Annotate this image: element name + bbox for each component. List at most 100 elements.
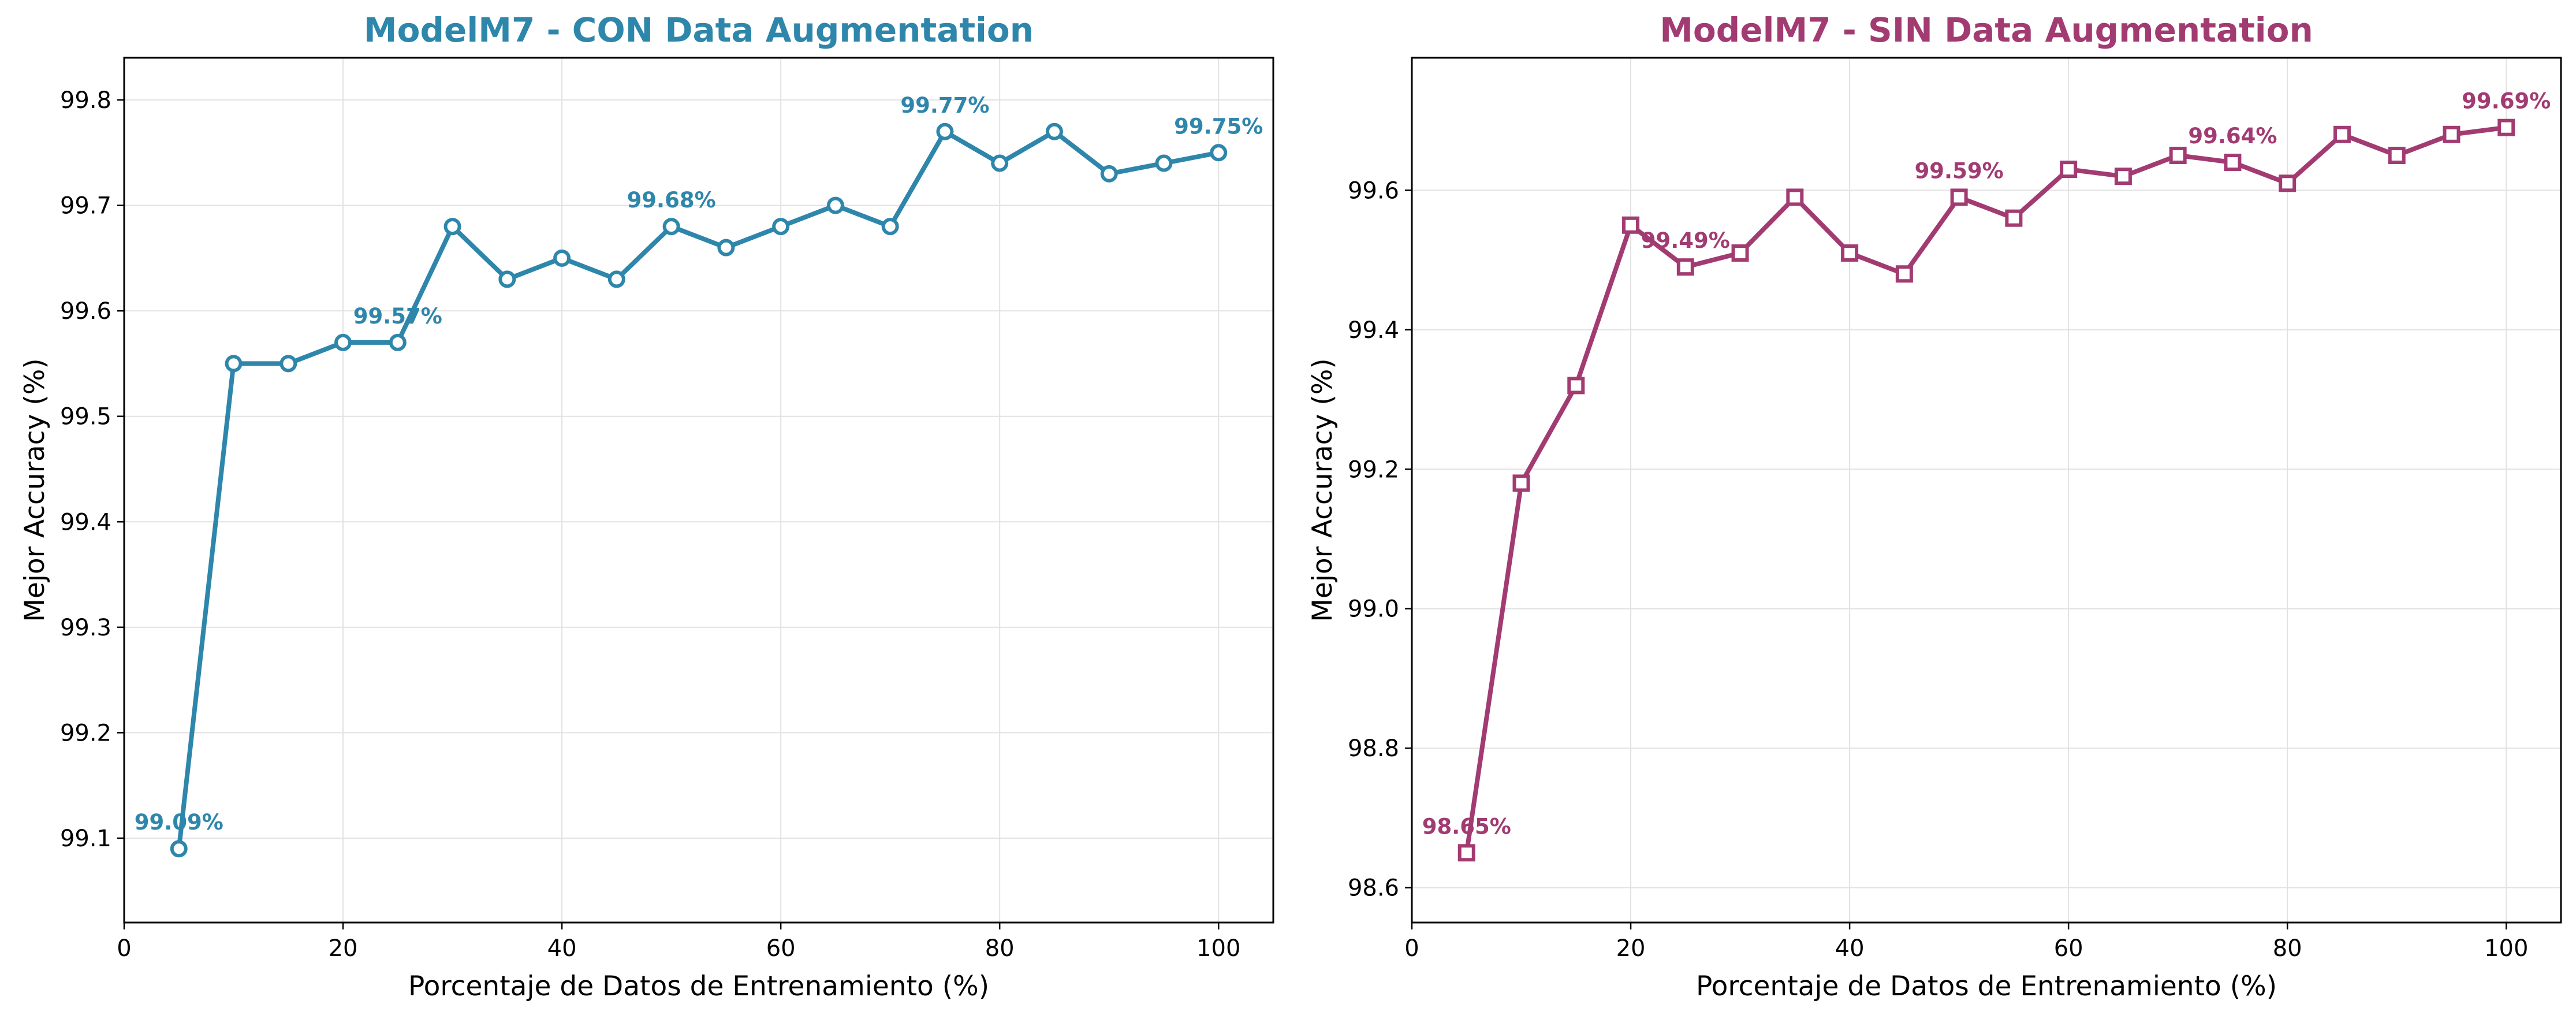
- annotations: 99.09% 99.57% 99.68% 99.77% 99.75%: [135, 93, 1263, 835]
- data-label: 99.69%: [2462, 89, 2551, 114]
- data-label: 99.59%: [1915, 158, 2004, 183]
- data-point: [2443, 125, 2461, 143]
- data-label: 99.75%: [1174, 114, 1263, 139]
- data-point: [2224, 154, 2242, 172]
- y-tick-label: 99.5: [60, 404, 111, 430]
- y-tick-label: 99.4: [60, 509, 111, 535]
- data-point: [279, 355, 297, 373]
- data-point: [2060, 161, 2078, 178]
- y-tick-label: 99.4: [1348, 317, 1399, 344]
- data-point: [1676, 258, 1694, 276]
- x-axis-label: Porcentaje de Datos de Entrenamiento (%): [408, 970, 989, 1002]
- x-tick-label: 40: [1835, 935, 1865, 962]
- plot-frame: [1411, 57, 2562, 924]
- data-point: [1045, 122, 1063, 140]
- y-tick-label: 99.2: [1348, 456, 1399, 483]
- data-label: 99.64%: [2188, 124, 2277, 148]
- x-tick-label: 60: [2054, 935, 2083, 962]
- y-tick-label: 98.8: [1348, 735, 1399, 762]
- data-point: [1950, 188, 1968, 206]
- x-tick-label: 40: [547, 935, 577, 962]
- data-point: [2114, 168, 2132, 185]
- grid-lines: [1411, 58, 2561, 923]
- data-point: [1731, 244, 1749, 262]
- y-ticks: 99.1 99.2 99.3 99.4 99.5 99.6 99.7 99.8: [60, 87, 124, 852]
- chart-panel-con: ModelM7 - CON Data Augmentation 99.09%99…: [19, 10, 1274, 1002]
- series-markers: [1457, 118, 2515, 862]
- y-axis-label: Mejor Accuracy (%): [19, 358, 51, 622]
- y-tick-label: 98.6: [1348, 875, 1399, 902]
- data-point: [662, 218, 680, 236]
- y-tick-label: 99.2: [60, 720, 111, 746]
- x-tick-label: 80: [2273, 935, 2302, 962]
- plot-frame: [123, 57, 1274, 924]
- data-point: [2497, 118, 2515, 136]
- data-point: [1457, 844, 1475, 862]
- x-tick-label: 80: [985, 935, 1015, 962]
- data-point: [991, 154, 1009, 172]
- data-point: [170, 840, 188, 858]
- data-point: [936, 122, 954, 140]
- x-tick-label: 20: [1616, 935, 1646, 962]
- x-tick-label: 0: [1404, 935, 1419, 962]
- data-point: [1155, 154, 1173, 172]
- data-point: [498, 270, 516, 288]
- data-label: 99.57%: [353, 304, 442, 329]
- data-point: [717, 239, 735, 256]
- data-point: [1841, 244, 1859, 262]
- data-point: [553, 249, 571, 267]
- series-line: [1464, 125, 2509, 856]
- data-point: [1512, 474, 1530, 492]
- data-label: 98.65%: [1422, 814, 1511, 839]
- x-tick-label: 100: [2484, 935, 2528, 962]
- series-polyline: [1464, 125, 2509, 856]
- y-tick-label: 99.7: [60, 193, 111, 220]
- chart-title: ModelM7 - CON Data Augmentation: [364, 10, 1034, 50]
- x-axis-label: Porcentaje de Datos de Entrenamiento (%): [1696, 970, 2277, 1002]
- x-tick-label: 60: [766, 935, 796, 962]
- annotations: 98.65% 99.49% 99.59% 99.64% 99.69%: [1422, 89, 2551, 839]
- data-point: [881, 218, 899, 236]
- x-ticks: 0 20 40 60 80 100: [1404, 923, 2528, 962]
- series-markers: [170, 122, 1228, 858]
- data-point: [334, 333, 352, 351]
- chart-title: ModelM7 - SIN Data Augmentation: [1660, 10, 2313, 50]
- y-tick-label: 99.6: [60, 298, 111, 325]
- data-point: [2388, 147, 2406, 165]
- data-point: [443, 218, 461, 236]
- data-point: [1622, 216, 1640, 234]
- data-point: [826, 196, 844, 214]
- y-ticks: 98.6 98.8 99.0 99.2 99.4 99.6: [1348, 177, 1412, 902]
- data-label: 99.49%: [1641, 228, 1730, 253]
- data-point: [1100, 165, 1118, 183]
- data-point: [1895, 265, 1913, 283]
- x-tick-label: 20: [329, 935, 358, 962]
- grid-lines: [124, 58, 1273, 923]
- series-polyline: [176, 129, 1221, 851]
- x-tick-label: 100: [1196, 935, 1240, 962]
- data-point: [772, 218, 790, 236]
- y-tick-label: 99.0: [1348, 596, 1399, 623]
- data-point: [1567, 377, 1585, 395]
- y-tick-label: 99.3: [60, 615, 111, 641]
- data-label: 99.68%: [627, 188, 716, 213]
- data-point: [2169, 147, 2187, 165]
- data-point: [1786, 188, 1804, 206]
- data-point: [389, 333, 407, 351]
- data-point: [607, 270, 625, 288]
- y-tick-label: 99.6: [1348, 177, 1399, 204]
- data-point: [2005, 209, 2023, 227]
- x-tick-label: 0: [117, 935, 131, 962]
- data-label: 99.09%: [135, 810, 223, 835]
- chart-panel-sin: ModelM7 - SIN Data Augmentation 98.65% 99…: [1307, 10, 2562, 1002]
- y-tick-label: 99.1: [60, 825, 111, 852]
- x-ticks: 0 20 40 60 80 100: [117, 923, 1240, 962]
- series-line: [176, 129, 1221, 851]
- data-label: 99.77%: [900, 93, 989, 118]
- y-tick-label: 99.8: [60, 87, 111, 114]
- data-point: [2333, 125, 2351, 143]
- y-axis-label: Mejor Accuracy (%): [1307, 358, 1339, 622]
- data-point: [225, 355, 243, 373]
- data-point: [1210, 144, 1228, 162]
